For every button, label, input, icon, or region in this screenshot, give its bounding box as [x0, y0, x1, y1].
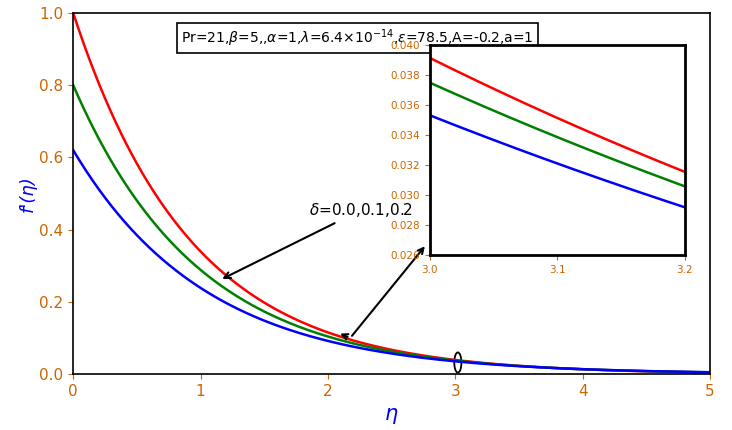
Text: $\delta$=0.0,0.1,0.2: $\delta$=0.0,0.1,0.2 — [224, 201, 413, 278]
X-axis label: η: η — [385, 404, 398, 424]
Text: Pr=21,$\beta$=5,,$\alpha$=1,$\lambda$=6.4$\times$10$^{-14}$,$\varepsilon$=78.5,A: Pr=21,$\beta$=5,,$\alpha$=1,$\lambda$=6.… — [182, 28, 534, 49]
Y-axis label: f'(η): f'(η) — [18, 175, 37, 212]
